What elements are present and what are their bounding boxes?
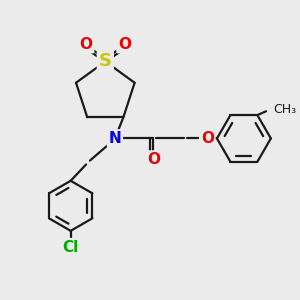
- Text: O: O: [201, 131, 214, 146]
- Text: Cl: Cl: [63, 240, 79, 255]
- Text: S: S: [99, 52, 112, 70]
- Text: O: O: [147, 152, 160, 167]
- Text: O: O: [118, 37, 131, 52]
- Text: N: N: [109, 131, 121, 146]
- Text: O: O: [80, 37, 93, 52]
- Text: CH₃: CH₃: [273, 103, 296, 116]
